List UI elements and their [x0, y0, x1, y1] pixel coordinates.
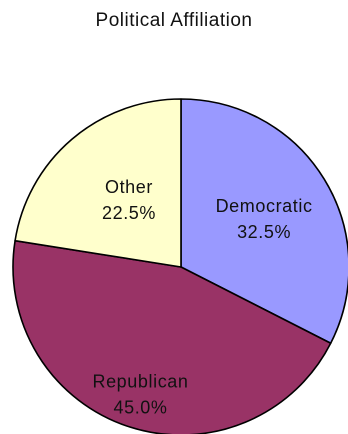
- slice-value-other: 22.5%: [102, 203, 156, 223]
- slice-label-democratic: Democratic: [216, 196, 313, 216]
- pie-slice-democratic: [180, 98, 348, 345]
- pie-slice-republican: [12, 239, 332, 434]
- slice-label-republican: Republican: [92, 372, 188, 392]
- slice-value-republican: 45.0%: [113, 398, 167, 418]
- pie-labels: Democratic 32.5% Republican 45.0% Other 22.5%: [92, 177, 312, 418]
- pie-slice-other: [14, 98, 182, 268]
- slice-value-democratic: 32.5%: [237, 222, 291, 242]
- slice-label-other: Other: [105, 177, 153, 197]
- chart-title: Political Affiliation: [95, 10, 253, 31]
- pie-slices: [12, 98, 348, 434]
